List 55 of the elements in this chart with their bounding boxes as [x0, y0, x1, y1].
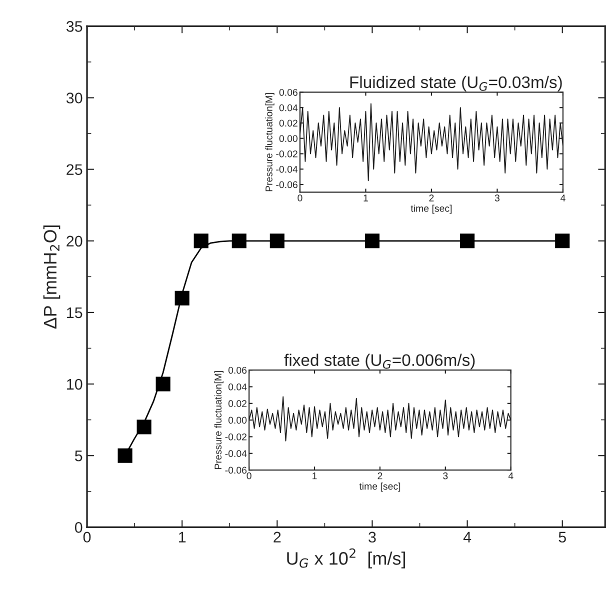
y-tick-label: 0.02	[279, 120, 298, 127]
x-tick-label: 2	[274, 532, 281, 542]
point	[156, 376, 170, 392]
y-axis-title: ΔP [mmH$_{2}$O]	[43, 225, 60, 329]
y-tick-label: 25	[66, 164, 82, 176]
point	[174, 290, 190, 306]
y-tick-label: -0.02	[225, 433, 246, 440]
y-tick-label: 10	[67, 378, 82, 390]
y-axis-title: Pressure fluctuation[M]	[265, 93, 274, 192]
x-tick-label: 3	[494, 194, 500, 202]
y-tick-label: -0.04	[276, 166, 298, 173]
y-tick-label: 30	[66, 92, 82, 104]
y-tick-label: 0.04	[279, 104, 298, 112]
point	[460, 234, 475, 248]
x-tick-label: 4	[560, 194, 566, 202]
y-tick-label: 0.02	[228, 400, 246, 408]
x-tick-label: 1	[179, 532, 186, 542]
y-axis-title: Pressure fluctuation[M]	[214, 371, 224, 469]
point	[136, 420, 152, 434]
y-tick-label: -0.06	[276, 181, 298, 188]
x-tick-label: 3	[368, 532, 376, 543]
y-tick-label: 0.06	[279, 88, 298, 96]
x-tick-label: 4	[463, 532, 472, 542]
point	[118, 448, 132, 463]
point	[270, 234, 284, 248]
x-tick-label: 1	[312, 472, 317, 480]
point	[194, 234, 208, 248]
x-tick-label: 2	[429, 194, 434, 202]
y-tick-label: -0.04	[225, 450, 247, 458]
chart-title: Fluidized state (U$_{G}$=0.03m/s)	[350, 76, 562, 92]
x-tick-label: 2	[378, 472, 382, 480]
y-tick-label: -0.02	[276, 150, 298, 158]
y-tick-label: 5	[74, 450, 82, 462]
x-axis-title: U$_{G}$ x 10$^{2}$ [m/s]	[287, 548, 405, 568]
x-tick-label: 0	[298, 194, 302, 202]
y-tick-label: 0	[74, 522, 82, 533]
point	[555, 234, 570, 248]
y-tick-label: -0.06	[225, 466, 247, 474]
y-tick-label: 15	[67, 307, 82, 318]
y-tick-label: 0.06	[228, 366, 247, 374]
x-tick-label: 4	[508, 472, 514, 480]
point	[232, 234, 246, 248]
x-axis-title: time [sec]	[359, 482, 400, 492]
point	[364, 234, 380, 248]
chart-title: fixed state (U$_{G}$=0.006m/s)	[284, 354, 475, 370]
x-tick-label: 0	[83, 532, 91, 543]
x-tick-label: 1	[364, 194, 368, 202]
y-tick-label: 0.00	[228, 416, 247, 424]
y-tick-label: 35	[66, 21, 82, 32]
y-tick-label: 0.04	[228, 383, 247, 390]
y-tick-label: 20	[66, 236, 82, 247]
x-axis-title: time [sec]	[410, 204, 452, 214]
x-tick-label: 5	[558, 532, 566, 543]
y-tick-label: 0.00	[279, 135, 298, 142]
x-tick-label: 3	[443, 472, 448, 480]
